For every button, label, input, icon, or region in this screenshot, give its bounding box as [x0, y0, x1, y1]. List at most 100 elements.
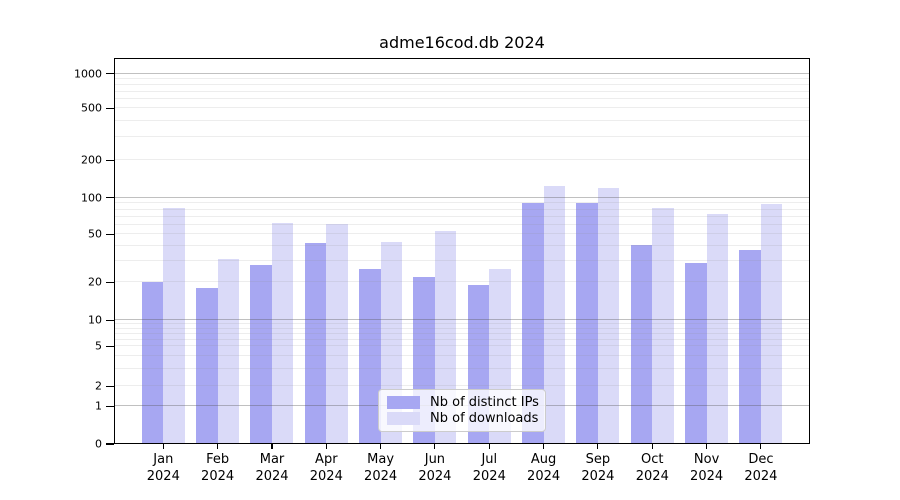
gridline-minor	[114, 355, 810, 357]
chart-title: adme16cod.db 2024	[379, 33, 545, 52]
legend-swatch-downloads	[387, 412, 420, 426]
x-axis-tick-label-oct: Oct 2024	[622, 451, 682, 485]
bar-downloads-dec	[760, 204, 783, 444]
plot-area	[114, 58, 810, 444]
y-axis-tick-label: 1000	[74, 67, 102, 80]
x-tick-mark	[543, 444, 545, 449]
gridline-minor	[114, 223, 810, 225]
year-label: 2024	[201, 469, 235, 484]
month-label: Nov	[693, 452, 720, 467]
year-label: 2024	[255, 469, 289, 484]
gridline-minor	[114, 245, 810, 246]
x-tick-mark	[434, 444, 436, 449]
year-label: 2024	[309, 469, 343, 484]
bar-downloads-oct	[652, 208, 674, 444]
x-tick-mark	[217, 444, 219, 449]
y-axis-tick-label: 1	[95, 399, 102, 413]
bar-distinct-ips-oct	[630, 244, 653, 444]
gridline-minor	[114, 83, 810, 85]
gridline-minor	[114, 323, 810, 325]
month-label: Oct	[641, 452, 664, 467]
legend-label: Nb of distinct IPs	[430, 394, 539, 410]
x-axis-tick-label-feb: Feb 2024	[188, 451, 248, 485]
month-label: Jan	[153, 452, 174, 467]
gridline-minor	[114, 233, 810, 235]
legend: Nb of distinct IPs Nb of downloads	[378, 389, 546, 432]
bar-distinct-ips-feb	[196, 288, 218, 444]
y-axis-tick-label: 10	[88, 313, 102, 327]
x-axis-tick-label-nov: Nov 2024	[677, 451, 737, 485]
gridline-minor	[114, 159, 810, 161]
month-label: Mar	[259, 452, 285, 467]
x-tick-mark	[162, 444, 164, 449]
y-tick-mark	[106, 345, 114, 347]
bar-distinct-ips-nov	[685, 262, 707, 444]
year-label: 2024	[364, 469, 398, 484]
gridline-minor	[114, 367, 810, 369]
bar-distinct-ips-dec	[739, 250, 761, 444]
y-axis-tick-label: 0	[95, 437, 102, 451]
month-label: Jun	[424, 452, 446, 467]
legend-row-distinct-ips: Nb of distinct IPs	[387, 394, 539, 410]
x-tick-mark	[597, 444, 599, 449]
legend-row-downloads: Nb of downloads	[387, 411, 539, 427]
gridline-minor	[114, 345, 810, 347]
x-axis-tick-label-dec: Dec 2024	[731, 451, 791, 485]
year-label: 2024	[744, 469, 778, 484]
y-tick-mark	[106, 319, 114, 321]
x-axis-tick-label-may: May 2024	[351, 451, 411, 485]
gridline-major	[114, 319, 810, 321]
y-tick-mark	[106, 197, 114, 199]
year-label: 2024	[690, 469, 724, 484]
gridline-minor	[114, 327, 810, 329]
y-tick-mark	[106, 385, 114, 387]
y-axis-tick-label: 50	[88, 227, 102, 241]
year-label: 2024	[635, 469, 669, 484]
gridline-major	[114, 196, 810, 198]
x-tick-mark	[380, 444, 382, 449]
x-axis-tick-label-jun: Jun 2024	[405, 451, 465, 485]
gridline-minor	[114, 281, 810, 283]
bar-distinct-ips-mar	[250, 264, 272, 444]
bar-downloads-sep	[597, 187, 620, 444]
y-axis-tick-label: 20	[88, 275, 102, 289]
y-axis-tick-label: 2	[95, 379, 102, 393]
y-tick-mark	[106, 281, 114, 283]
bar-downloads-apr	[326, 223, 348, 444]
x-tick-mark	[488, 444, 490, 449]
month-label: Aug	[530, 452, 557, 467]
month-label: Dec	[748, 452, 774, 467]
bar-downloads-nov	[706, 213, 729, 444]
year-label: 2024	[146, 469, 180, 484]
month-label: May	[367, 452, 395, 467]
bar-downloads-mar	[271, 222, 294, 444]
gridline-minor	[114, 120, 810, 121]
month-label: Sep	[585, 452, 611, 467]
gridline-minor	[114, 90, 810, 92]
gridline-minor	[114, 208, 810, 210]
year-label: 2024	[581, 469, 615, 484]
year-label: 2024	[527, 469, 561, 484]
bar-distinct-ips-jan	[141, 282, 164, 444]
legend-label: Nb of downloads	[430, 411, 539, 427]
gridline-minor	[114, 338, 810, 340]
month-label: Apr	[315, 452, 338, 467]
y-tick-mark	[106, 107, 114, 109]
x-tick-mark	[651, 444, 653, 449]
legend-swatch-distinct-ips	[387, 395, 420, 409]
y-axis-tick-label: 200	[81, 153, 102, 167]
gridline-minor	[114, 136, 810, 138]
bar-distinct-ips-apr	[304, 243, 327, 444]
year-label: 2024	[418, 469, 452, 484]
y-tick-mark	[106, 443, 114, 445]
x-axis-tick-label-mar: Mar 2024	[242, 451, 302, 485]
bar-distinct-ips-aug	[522, 202, 544, 444]
month-label: Feb	[206, 452, 230, 467]
y-axis-tick-label: 100	[81, 191, 102, 205]
grid-layer	[114, 58, 810, 444]
bar-distinct-ips-sep	[576, 202, 598, 444]
gridline-minor	[114, 98, 810, 100]
x-axis-tick-label-apr: Apr 2024	[296, 451, 356, 485]
year-label: 2024	[472, 469, 506, 484]
